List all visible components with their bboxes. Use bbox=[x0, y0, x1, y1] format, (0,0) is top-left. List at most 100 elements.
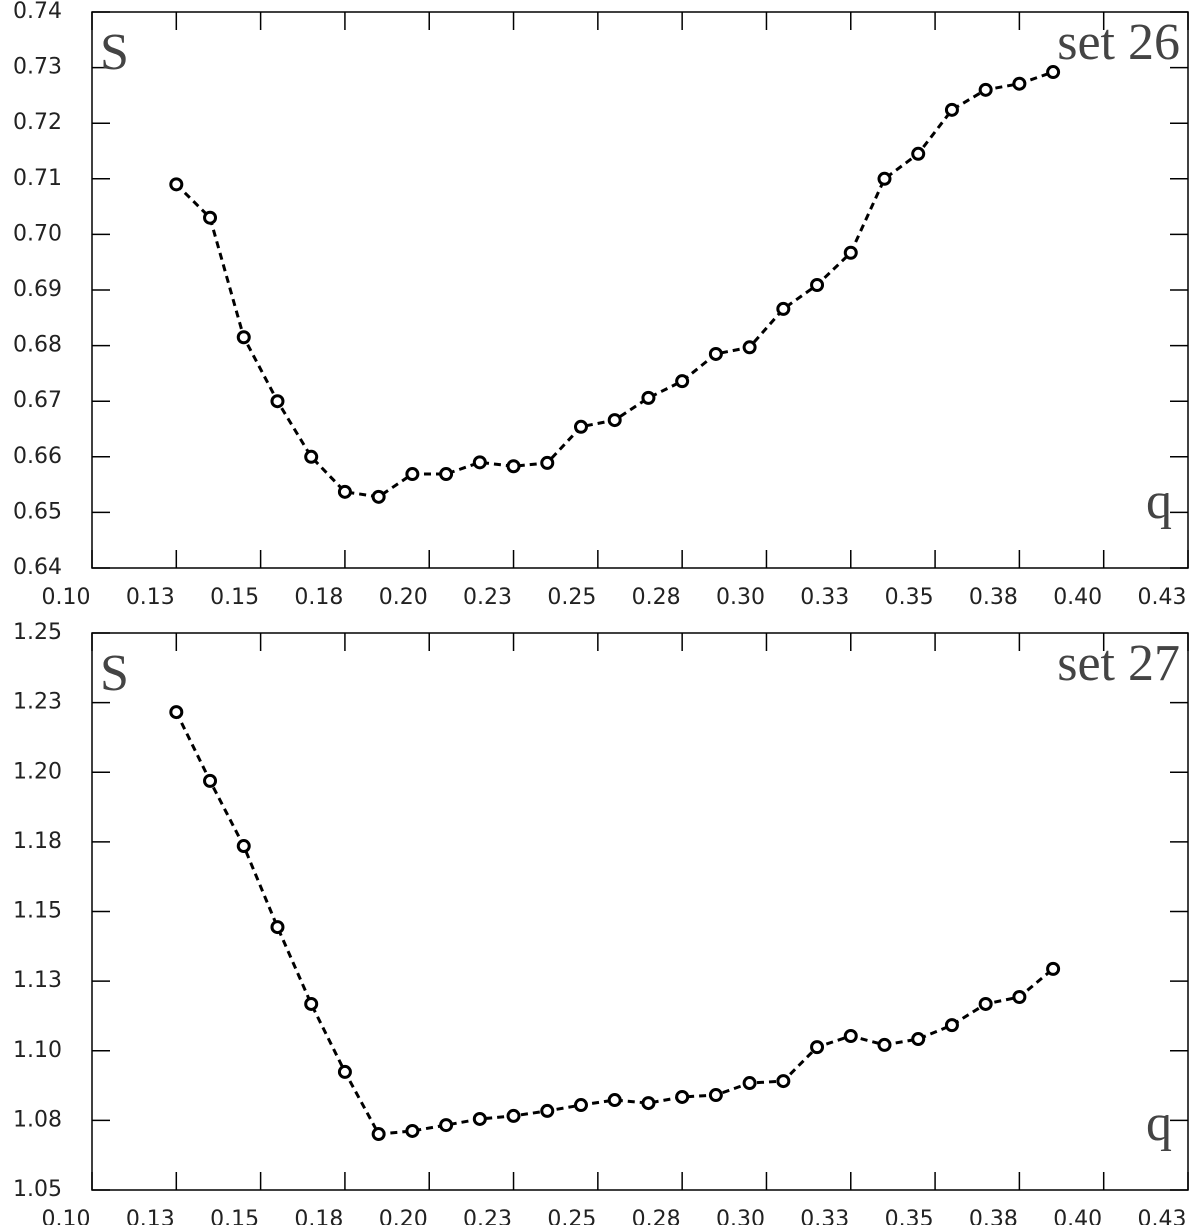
data-point bbox=[270, 394, 285, 409]
y-tick-label: 1.23 bbox=[13, 690, 62, 715]
data-point bbox=[304, 449, 319, 464]
data-point bbox=[1046, 65, 1061, 80]
x-tick-label: 0.10 bbox=[42, 585, 91, 610]
x-axis-label: q bbox=[1146, 1095, 1172, 1152]
data-point bbox=[540, 1103, 555, 1118]
data-point bbox=[304, 996, 319, 1011]
data-point bbox=[371, 489, 386, 504]
y-tick-label: 0.73 bbox=[13, 55, 62, 80]
x-tick-label: 0.15 bbox=[210, 585, 259, 610]
data-point bbox=[540, 455, 555, 470]
data-point bbox=[236, 839, 251, 854]
x-tick-label: 0.23 bbox=[463, 585, 512, 610]
data-point bbox=[607, 413, 622, 428]
x-tick-label: 0.15 bbox=[210, 1207, 259, 1225]
data-point bbox=[472, 455, 487, 470]
data-point bbox=[270, 920, 285, 935]
data-point bbox=[573, 419, 588, 434]
y-tick-label: 1.10 bbox=[13, 1038, 62, 1063]
data-point bbox=[843, 1028, 858, 1043]
plot-frame bbox=[91, 632, 1189, 1191]
data-point bbox=[776, 301, 791, 316]
data-point bbox=[877, 171, 892, 186]
x-tick-label: 0.40 bbox=[1053, 585, 1102, 610]
x-tick-label: 0.10 bbox=[42, 1207, 91, 1225]
panel-label: set 26 bbox=[1057, 14, 1180, 71]
y-tick-label: 0.69 bbox=[13, 277, 62, 302]
x-tick-label: 0.23 bbox=[463, 1207, 512, 1225]
y-tick-label: 0.72 bbox=[13, 110, 62, 135]
data-line bbox=[174, 711, 1055, 1136]
y-axis-label: S bbox=[100, 24, 129, 81]
data-point bbox=[708, 346, 723, 361]
data-point bbox=[877, 1037, 892, 1052]
data-point bbox=[203, 773, 218, 788]
x-tick-label: 0.18 bbox=[294, 1207, 343, 1225]
x-tick-label: 0.20 bbox=[379, 1207, 428, 1225]
x-tick-label: 0.30 bbox=[716, 585, 765, 610]
y-tick-label: 0.70 bbox=[13, 221, 62, 246]
data-line bbox=[175, 70, 1054, 499]
data-point bbox=[641, 1096, 656, 1111]
x-tick-label: 0.13 bbox=[126, 585, 175, 610]
y-tick-label: 1.18 bbox=[13, 829, 62, 854]
data-point bbox=[944, 1018, 959, 1033]
data-point bbox=[405, 467, 420, 482]
x-tick-label: 0.35 bbox=[885, 1207, 934, 1225]
y-tick-label: 1.13 bbox=[13, 968, 62, 993]
data-point bbox=[337, 484, 352, 499]
data-point bbox=[1046, 961, 1061, 976]
data-point bbox=[708, 1088, 723, 1103]
data-point bbox=[371, 1127, 386, 1142]
data-point bbox=[236, 330, 251, 345]
x-tick-label: 0.43 bbox=[1138, 585, 1187, 610]
plot-frame bbox=[91, 11, 1189, 569]
data-point bbox=[742, 340, 757, 355]
data-point bbox=[944, 102, 959, 117]
data-point bbox=[810, 277, 825, 292]
y-tick-label: 0.64 bbox=[13, 555, 62, 580]
data-point bbox=[405, 1123, 420, 1138]
y-tick-label: 0.68 bbox=[13, 333, 62, 358]
x-tick-label: 0.28 bbox=[632, 1207, 681, 1225]
y-axis-label: S bbox=[100, 645, 129, 702]
data-point bbox=[439, 1118, 454, 1133]
x-tick-label: 0.28 bbox=[632, 585, 681, 610]
x-tick-label: 0.33 bbox=[800, 1207, 849, 1225]
x-tick-label: 0.43 bbox=[1138, 1207, 1187, 1225]
x-tick-label: 0.38 bbox=[969, 585, 1018, 610]
data-point bbox=[203, 210, 218, 225]
data-point bbox=[978, 82, 993, 97]
data-point bbox=[506, 459, 521, 474]
data-point bbox=[978, 996, 993, 1011]
data-point bbox=[607, 1093, 622, 1108]
data-point bbox=[911, 146, 926, 161]
data-point bbox=[1012, 989, 1027, 1004]
data-point bbox=[472, 1111, 487, 1126]
data-point bbox=[573, 1098, 588, 1113]
data-point bbox=[776, 1074, 791, 1089]
panel-label: set 27 bbox=[1057, 635, 1180, 692]
data-point bbox=[506, 1108, 521, 1123]
x-tick-label: 0.20 bbox=[379, 585, 428, 610]
y-tick-label: 1.15 bbox=[13, 899, 62, 924]
y-tick-label: 1.08 bbox=[13, 1107, 62, 1132]
x-tick-label: 0.33 bbox=[800, 585, 849, 610]
data-point bbox=[1012, 76, 1027, 91]
data-point bbox=[641, 390, 656, 405]
y-tick-label: 0.74 bbox=[13, 0, 62, 24]
y-tick-label: 0.65 bbox=[13, 499, 62, 524]
data-point bbox=[337, 1064, 352, 1079]
x-tick-label: 0.25 bbox=[547, 1207, 596, 1225]
data-point bbox=[810, 1040, 825, 1055]
x-tick-label: 0.40 bbox=[1053, 1207, 1102, 1225]
data-point bbox=[675, 1089, 690, 1104]
x-tick-label: 0.35 bbox=[885, 585, 934, 610]
data-point bbox=[169, 705, 184, 720]
data-point bbox=[439, 467, 454, 482]
x-tick-label: 0.38 bbox=[969, 1207, 1018, 1225]
x-tick-label: 0.30 bbox=[716, 1207, 765, 1225]
y-tick-label: 0.66 bbox=[13, 444, 62, 469]
